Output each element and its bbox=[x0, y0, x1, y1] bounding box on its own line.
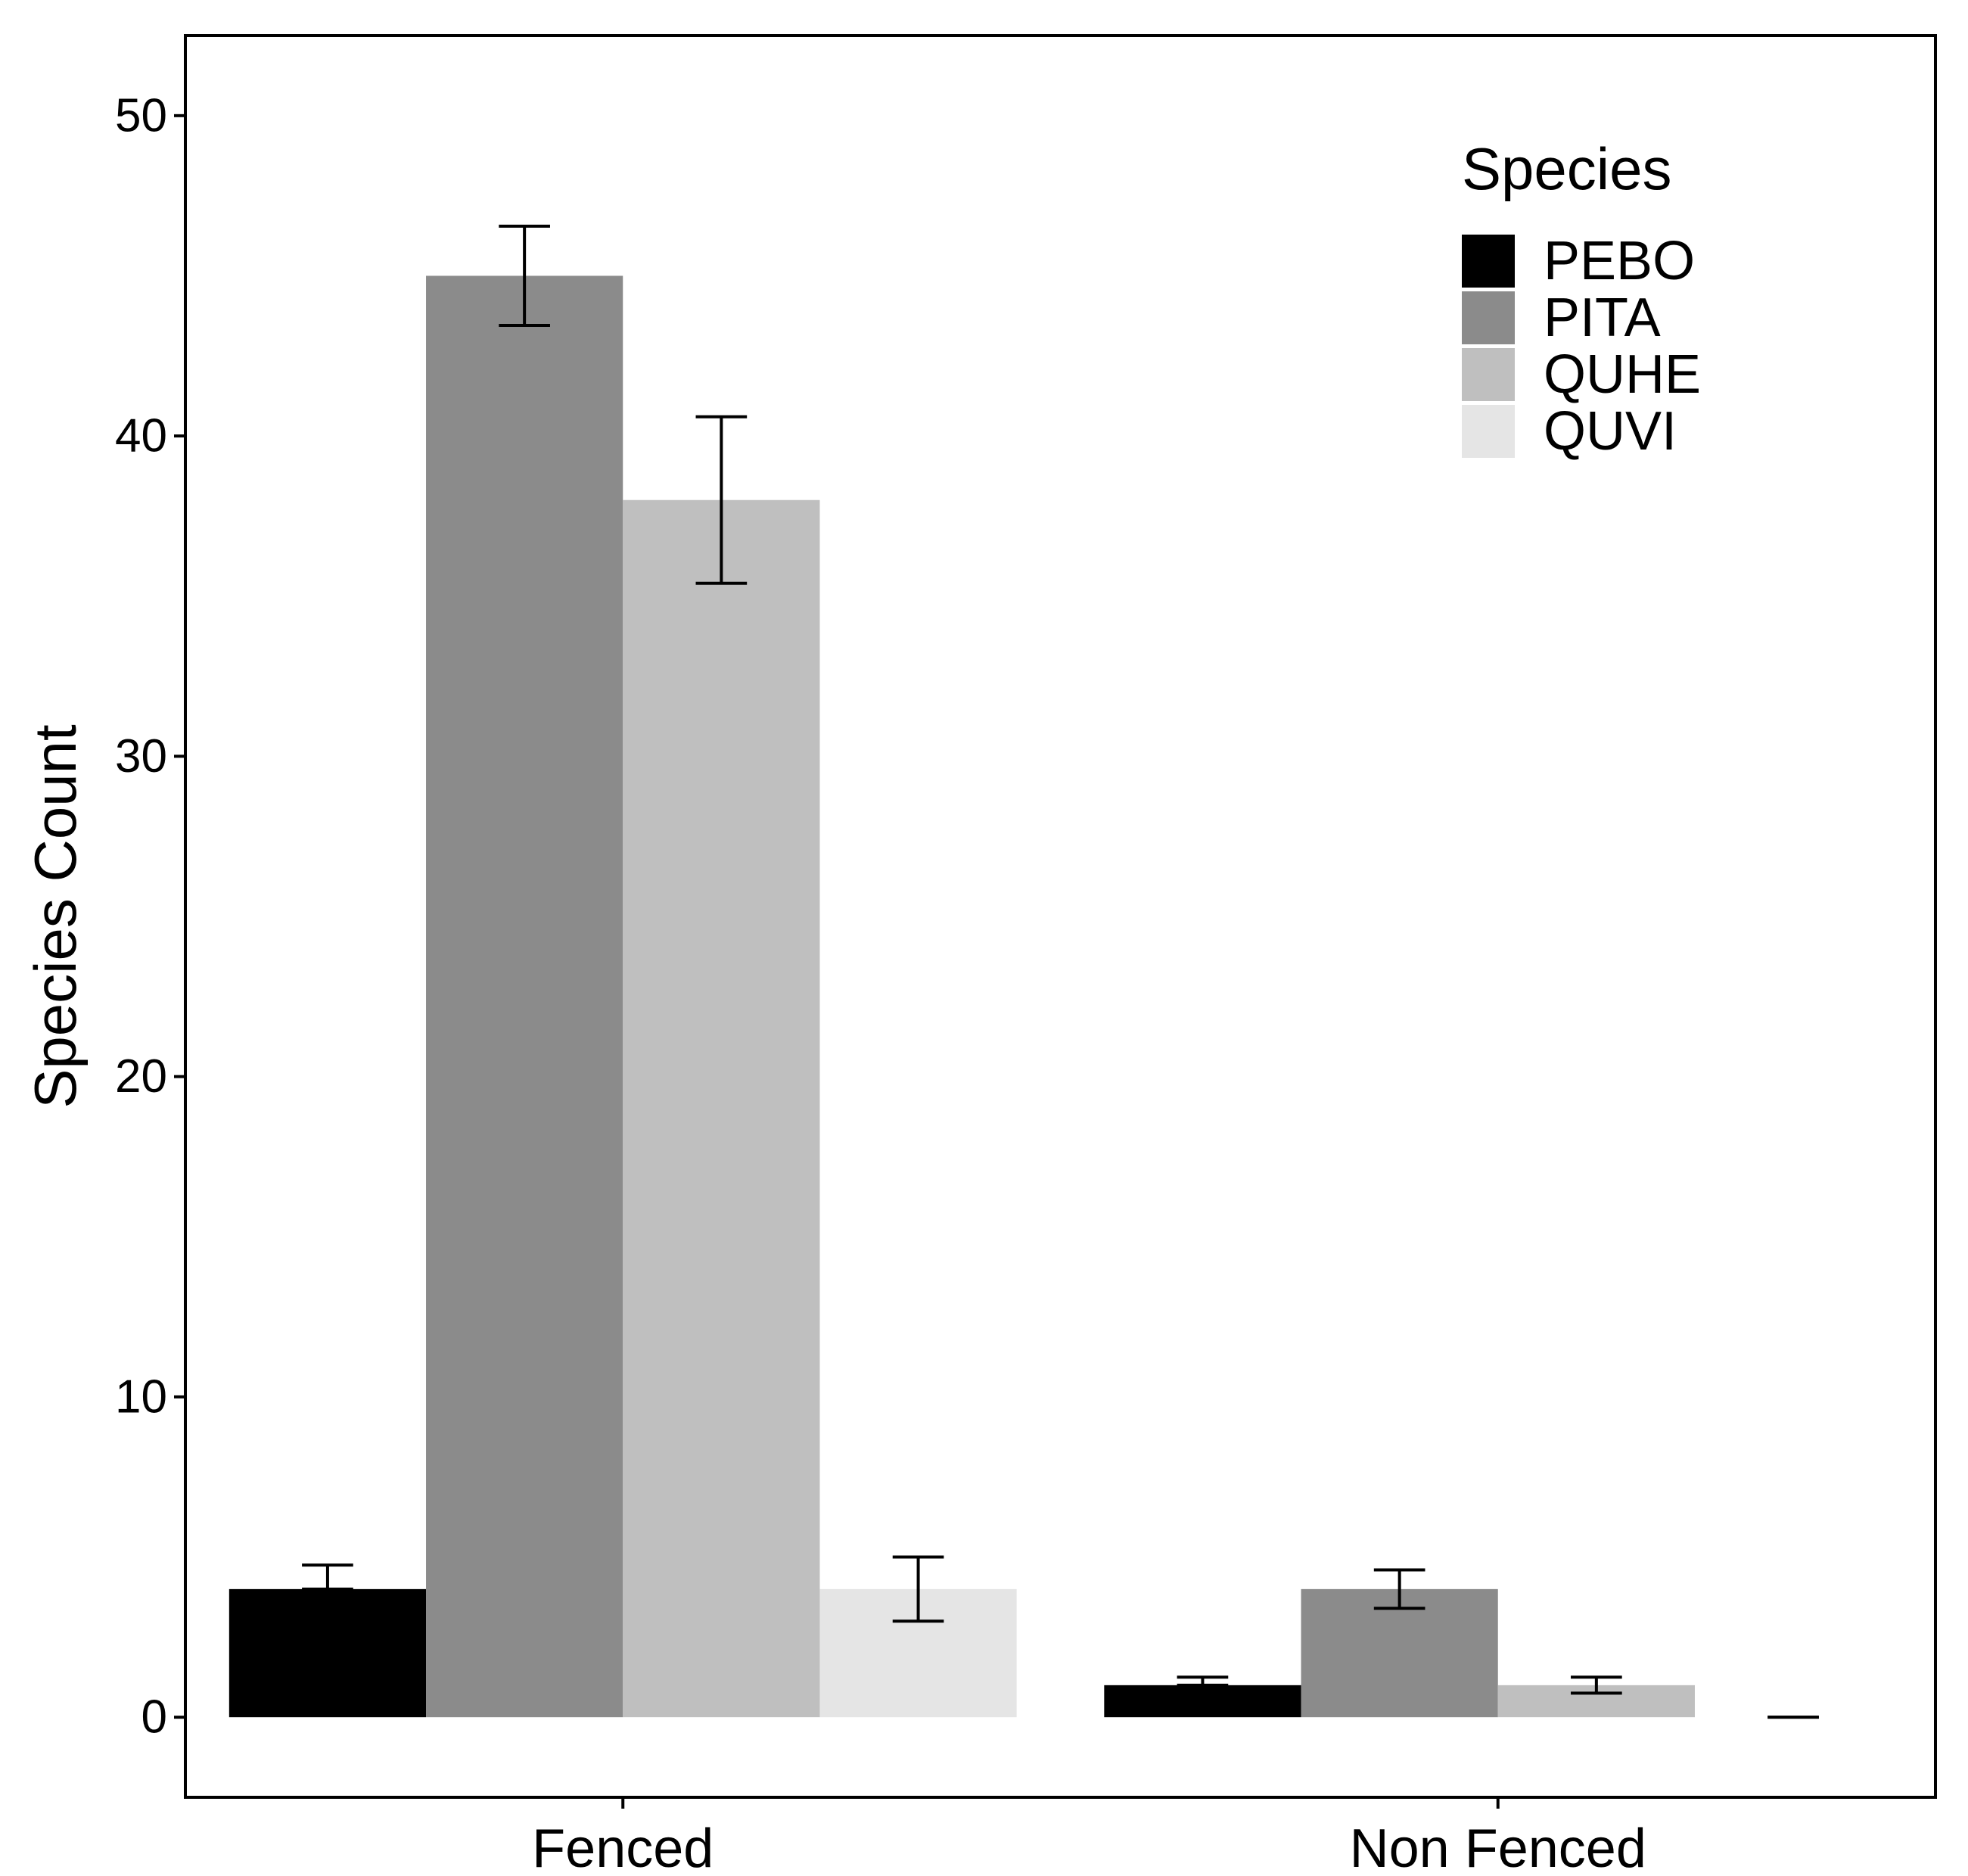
legend-label-quhe: QUHE bbox=[1544, 344, 1701, 405]
bar-pebo-non-fenced bbox=[1104, 1685, 1301, 1718]
y-axis-title: Species Count bbox=[22, 724, 89, 1109]
legend-label-pebo: PEBO bbox=[1544, 231, 1695, 291]
error-bar-pebo-non-fenced bbox=[1177, 1675, 1229, 1687]
y-tick-label-50: 50 bbox=[115, 89, 167, 142]
error-bar-quhe-fenced bbox=[695, 415, 748, 585]
error-bar-pita-fenced bbox=[499, 224, 550, 328]
error-bar-quhe-non-fenced bbox=[1571, 1675, 1622, 1695]
bars-layer bbox=[229, 275, 1695, 1718]
legend-key-pita bbox=[1462, 291, 1515, 344]
error-bar-quvi-fenced bbox=[892, 1555, 944, 1623]
y-tick-label-10: 10 bbox=[115, 1370, 167, 1423]
x-tick-label-non-fenced: Non Fenced bbox=[1350, 1818, 1646, 1876]
y-tick-label-30: 30 bbox=[115, 730, 167, 782]
plot-panel-border bbox=[184, 34, 1937, 1799]
x-axis: Fenced Non Fenced bbox=[532, 1797, 1646, 1876]
error-bars-layer bbox=[302, 224, 1819, 1719]
bar-quhe-fenced bbox=[623, 499, 820, 1718]
y-axis: 0 10 20 30 40 50 bbox=[115, 89, 185, 1744]
bar-pita-fenced bbox=[426, 275, 623, 1718]
y-tick-label-0: 0 bbox=[141, 1691, 167, 1744]
legend-key-quhe bbox=[1462, 348, 1515, 401]
bar-pebo-fenced bbox=[229, 1588, 427, 1718]
legend-key-pebo bbox=[1462, 235, 1515, 288]
legend-key-quvi bbox=[1462, 405, 1515, 458]
error-bar-pebo-fenced bbox=[302, 1563, 353, 1591]
legend-label-quvi: QUVI bbox=[1544, 401, 1677, 462]
x-tick-label-fenced: Fenced bbox=[532, 1818, 714, 1876]
bar-pita-non-fenced bbox=[1301, 1588, 1498, 1718]
error-bar-pita-non-fenced bbox=[1373, 1568, 1425, 1610]
legend-label-pita: PITA bbox=[1544, 288, 1661, 348]
y-tick-label-40: 40 bbox=[115, 410, 167, 462]
y-tick-label-20: 20 bbox=[115, 1050, 167, 1103]
legend-title: Species bbox=[1462, 135, 1672, 202]
